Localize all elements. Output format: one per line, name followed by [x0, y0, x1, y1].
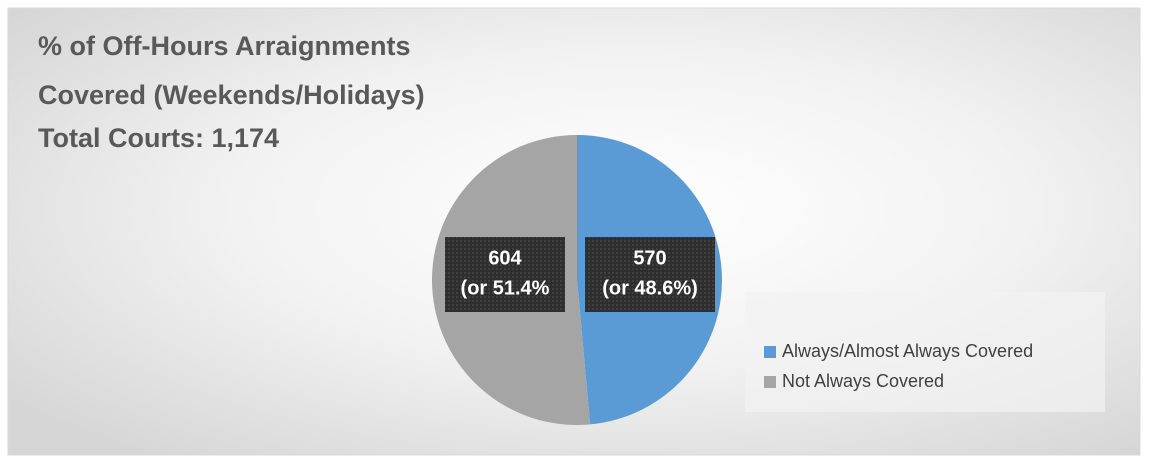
chart-title: % of Off-Hours Arraignments: [38, 31, 411, 61]
data-label: 604: [488, 247, 522, 269]
data-label-box: [445, 237, 565, 312]
data-label: (or 48.6%): [602, 277, 698, 299]
chart-title: Total Courts: 1,174: [38, 123, 279, 153]
data-label-box: [585, 237, 715, 312]
chart-title: Covered (Weekends/Holidays): [38, 80, 425, 110]
legend-label: Always/Almost Always Covered: [782, 341, 1033, 361]
data-label: (or 51.4%: [461, 277, 550, 299]
legend-swatch: [764, 346, 776, 358]
legend-swatch: [764, 376, 776, 388]
data-label: 570: [633, 247, 666, 269]
legend-label: Not Always Covered: [782, 371, 944, 391]
legend-box: [745, 292, 1105, 412]
